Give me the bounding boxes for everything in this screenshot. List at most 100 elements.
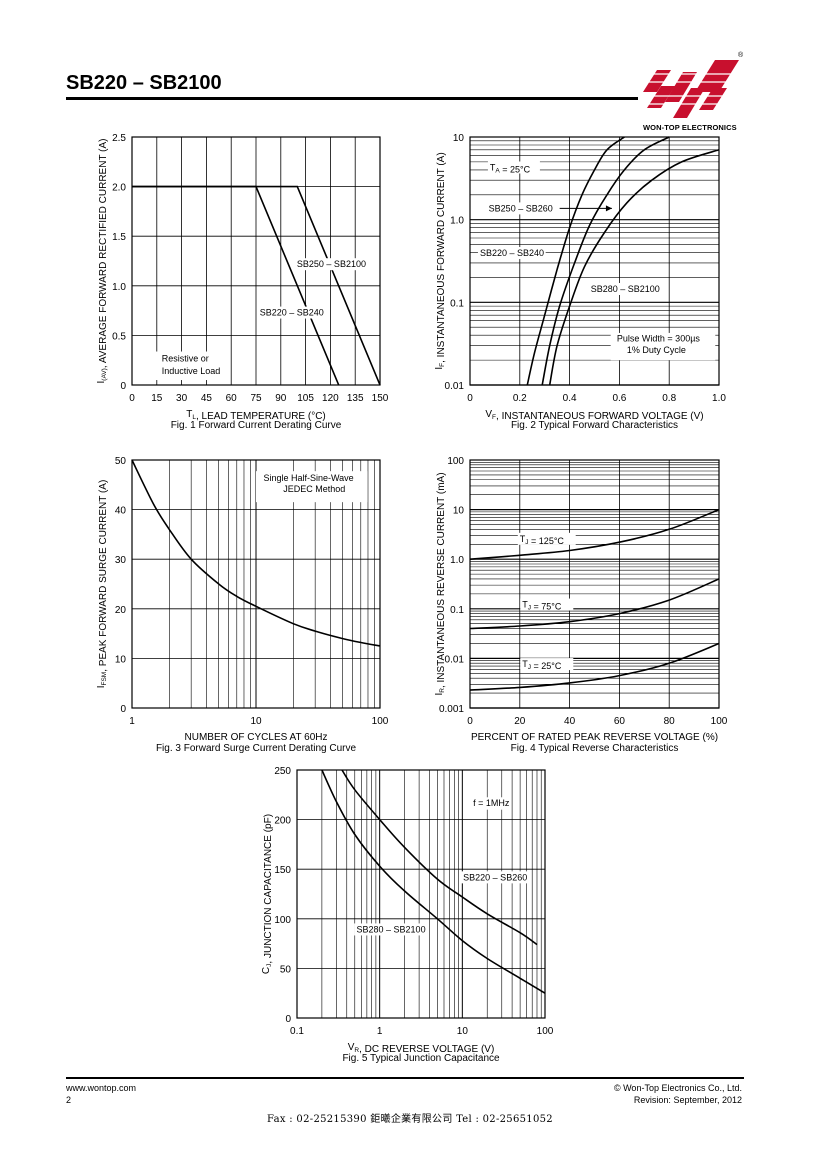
- footer-revision: Revision: September, 2012: [633, 1095, 742, 1105]
- fig4-series-label: TJ = 75°C: [522, 600, 562, 612]
- fig1-xtick-label: 15: [151, 393, 163, 404]
- fig1-caption: Fig. 1 Forward Current Derating Curve: [171, 420, 342, 431]
- fig3-ytick-label: 30: [115, 555, 127, 566]
- fig1-ytick-label: 2.0: [112, 183, 126, 194]
- fig5-frame: [296, 769, 546, 1019]
- fig1-xlabel: TL, LEAD TEMPERATURE (°C): [186, 409, 326, 422]
- fig4-series-label: TJ = 25°C: [522, 659, 562, 671]
- fig3-ytick-label: 40: [115, 506, 127, 517]
- fig5-xtick-label: 100: [537, 1026, 554, 1037]
- fig4-xtick-label: 80: [664, 716, 676, 727]
- fig1-ytick-label: 2.5: [112, 133, 126, 144]
- fig4-frame: [469, 459, 720, 709]
- fig2-xtick-label: 0.6: [612, 393, 626, 404]
- fig2-ytick-label: 1.0: [450, 216, 464, 227]
- fig4-ytick-label: 100: [447, 456, 464, 467]
- fig2-ytick-label: 0.01: [445, 381, 465, 392]
- fig2-series-label: SB220 – SB240: [480, 248, 544, 258]
- fig4-ytick-label: 10: [453, 506, 465, 517]
- fig1-ytick-label: 0: [120, 381, 126, 392]
- fig2-xlabel: VF, INSTANTANEOUS FORWARD VOLTAGE (V): [485, 409, 703, 422]
- fax-tel-line: Fax : 02-25215390 鉅曦企業有限公司 Tel : 02-2565…: [267, 1114, 553, 1125]
- fig3-ytick-label: 0: [120, 704, 126, 715]
- fig1-ylabel: I(AV), AVERAGE FORWARD RECTIFIED CURRENT…: [96, 139, 109, 384]
- footer-page-number: 2: [66, 1095, 72, 1105]
- fig3-caption: Fig. 3 Forward Surge Current Derating Cu…: [156, 743, 357, 754]
- fig2-series-label-bg: [486, 202, 555, 215]
- fig1-xtick-label: 0: [129, 393, 135, 404]
- fig1-ytick-label: 0.5: [112, 331, 126, 342]
- fig2-arrowhead: [605, 205, 612, 212]
- fig4-xtick-label: 0: [467, 716, 473, 727]
- fig5-ytick-label: 100: [274, 915, 291, 926]
- fig2-chart: 0 0.2 0.4 0.6 0.8 1.0 0.01 0.1 1.0 10 VF, INSTANTA…: [434, 133, 726, 431]
- fig3-frame: [131, 459, 381, 709]
- fig3-ylabel: IFSM, PEAK FORWARD SURGE CURRENT (A): [96, 480, 109, 689]
- fig3-annotation: Single Half-Sine-Wave: [263, 473, 353, 483]
- fig5-series-label: SB280 – SB2100: [357, 924, 426, 934]
- fig5-chart: 0.1 1 10 100 0 50 100 150 200 250 VR, DC REVERSE V…: [261, 766, 554, 1064]
- fig2-annotation-bg: [487, 161, 540, 174]
- fig1-series-line: [132, 185, 381, 386]
- fig2-series-label-bg: [477, 247, 546, 260]
- fig4-ytick-label: 0.001: [439, 704, 464, 715]
- fig3-chart: 1 10 100 0 10 20 30 40 50 NUMBER OF CYCLES AT 60H…: [96, 456, 389, 754]
- fig5-xtick-label: 0.1: [290, 1026, 304, 1037]
- fig2-frame: [469, 136, 720, 386]
- fig1-annotation-bg: [148, 351, 230, 381]
- fig2-xtick-label: 0.2: [513, 393, 527, 404]
- fig4-ytick-label: 0.01: [445, 654, 465, 665]
- fig5-ytick-label: 0: [285, 1014, 291, 1025]
- fig3-annotation: JEDEC Method: [283, 484, 345, 494]
- fig1-series-label: SB220 – SB240: [260, 308, 324, 318]
- fig4-xlabel: PERCENT OF RATED PEAK REVERSE VOLTAGE (%…: [471, 732, 718, 743]
- fig5-ytick-label: 200: [274, 816, 291, 827]
- fig4-chart: 0 20 40 60 80 100 0.001 0.01 0.1 1.0 10 100 PERCENT …: [434, 456, 728, 754]
- fig4-ytick-label: 0.1: [450, 605, 464, 616]
- fig4-xtick-label: 20: [514, 716, 526, 727]
- fig2-series-line: [541, 136, 670, 386]
- fig5-ytick-label: 250: [274, 766, 291, 777]
- logo-text: WON-TOP ELECTRONICS: [643, 123, 737, 132]
- fig1-xtick-label: 150: [372, 393, 389, 404]
- fig1-xtick-label: 45: [201, 393, 213, 404]
- fig1-ytick-label: 1.0: [112, 282, 126, 293]
- fig5-ytick-label: 150: [274, 865, 291, 876]
- fig1-xtick-label: 90: [275, 393, 287, 404]
- fig5-series-label-bg: [461, 871, 529, 884]
- fig4-xtick-label: 100: [711, 716, 728, 727]
- fig4-xtick-label: 40: [564, 716, 576, 727]
- fig2-series-label: SB250 – SB260: [489, 203, 553, 213]
- fig4-series-line: [469, 642, 720, 691]
- fig4-series-label: TJ = 125°C: [520, 534, 565, 546]
- fig1-annotation: Resistive or: [162, 353, 209, 363]
- fig5-xtick-label: 1: [377, 1026, 383, 1037]
- fig2-annotation: 1% Duty Cycle: [627, 345, 686, 355]
- fig5-ylabel: CJ, JUNCTION CAPACITANCE (pF): [261, 814, 274, 974]
- fig1-series-label-bg: [257, 306, 326, 319]
- fig3-ytick-label: 10: [115, 654, 127, 665]
- fig1-xtick-label: 135: [347, 393, 364, 404]
- fig3-series-line: [131, 459, 381, 647]
- fig4-caption: Fig. 4 Typical Reverse Characteristics: [511, 743, 679, 754]
- fig4-series-line: [469, 508, 720, 560]
- fig3-xtick-label: 10: [250, 716, 262, 727]
- fig1-series-label: SB250 – SB2100: [297, 259, 366, 269]
- fig4-series-line: [469, 578, 720, 630]
- fig2-series-label: SB280 – SB2100: [591, 284, 660, 294]
- fig1-chart: 0 15 30 45 60 75 90 105 120 135 150 0 0.5 1.0 1.5 2.0 2.…: [96, 133, 389, 431]
- fig2-series-label-bg: [588, 283, 662, 295]
- company-logo: [643, 60, 743, 118]
- fig4-xtick-label: 60: [614, 716, 626, 727]
- fig1-series-label-bg: [294, 258, 368, 271]
- fig2-series-line: [526, 136, 625, 386]
- fig4-series-label-bg: [517, 532, 576, 545]
- fig4-grid: [469, 460, 720, 709]
- fig2-annotation: Pulse Width = 300µs: [617, 334, 700, 344]
- fig3-xtick-label: 1: [129, 716, 135, 727]
- fig1-xtick-label: 75: [250, 393, 262, 404]
- fig2-annotation-bg: [610, 332, 716, 361]
- fig5-series-label-bg: [354, 923, 428, 936]
- fig4-series-label-bg: [520, 598, 574, 611]
